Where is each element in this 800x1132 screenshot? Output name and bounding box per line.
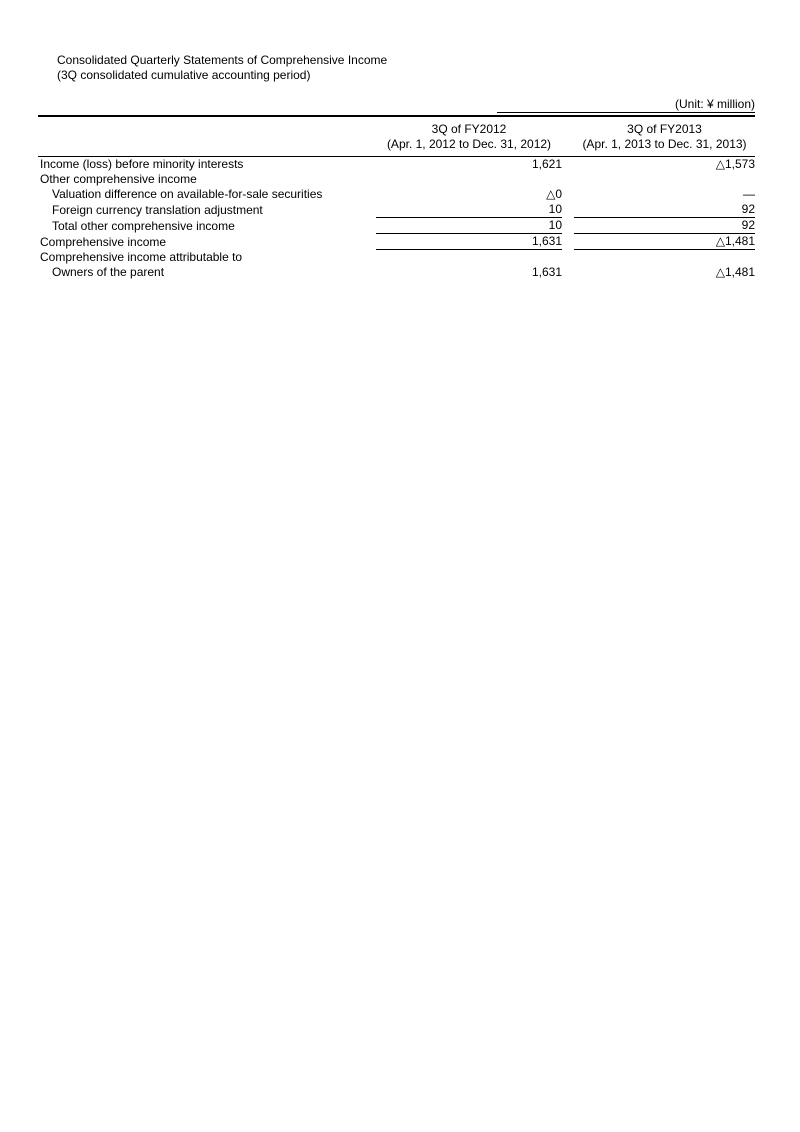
cell-spacer xyxy=(562,218,574,234)
cell-fy2012: 1,621 xyxy=(531,157,562,171)
row-label-column-header xyxy=(38,116,376,157)
row-label: Income (loss) before minority interests xyxy=(40,157,244,171)
document-title: Consolidated Quarterly Statements of Com… xyxy=(57,53,388,67)
cell-fy2012: 10 xyxy=(376,202,562,218)
cell-fy2012: 1,631 xyxy=(376,233,562,250)
cell-fy2013: △1,573 xyxy=(715,157,755,171)
row-label: Owners of the parent xyxy=(52,265,165,279)
row-label: Other comprehensive income xyxy=(40,172,197,186)
column-range-fy2013: (Apr. 1, 2013 to Dec. 31, 2013) xyxy=(582,137,747,151)
cell-fy2012 xyxy=(376,250,562,266)
row-label: Comprehensive income xyxy=(40,234,167,249)
cell-spacer xyxy=(562,250,574,266)
cell-fy2013: △1,481 xyxy=(715,265,755,279)
cell-fy2012 xyxy=(376,172,562,187)
column-spacer-header xyxy=(562,116,574,157)
title-block: Consolidated Quarterly Statements of Com… xyxy=(57,53,387,83)
cell-fy2013: 92 xyxy=(574,202,755,218)
column-range-fy2012: (Apr. 1, 2012 to Dec. 31, 2012) xyxy=(386,137,552,151)
table-body: Income (loss) before minority interests … xyxy=(38,157,755,281)
cell-spacer xyxy=(562,202,574,218)
cell-spacer xyxy=(562,265,574,280)
cell-spacer xyxy=(562,187,574,202)
cell-fy2013 xyxy=(574,172,755,187)
table-row: Valuation difference on available-for-sa… xyxy=(38,187,755,202)
row-label: Comprehensive income attributable to xyxy=(40,250,243,264)
cell-fy2012: 1,631 xyxy=(531,265,562,279)
table-row: Comprehensive income attributable to xyxy=(38,250,755,266)
row-label: Valuation difference on available-for-sa… xyxy=(52,187,323,201)
table-row: Total other comprehensive income 10 92 xyxy=(38,217,755,234)
cell-fy2013: 92 xyxy=(574,217,755,234)
row-label: Foreign currency translation adjustment xyxy=(52,202,263,217)
column-header-fy2013: 3Q of FY2013 (Apr. 1, 2013 to Dec. 31, 2… xyxy=(574,116,755,157)
row-label: Total other comprehensive income xyxy=(52,218,235,233)
cell-fy2012: 10 xyxy=(376,217,562,234)
table-row: Owners of the parent 1,631 △1,481 xyxy=(38,265,755,280)
cell-spacer xyxy=(562,157,574,173)
cell-fy2013: — xyxy=(743,187,755,201)
cell-fy2013 xyxy=(574,250,755,266)
cell-spacer xyxy=(562,234,574,250)
column-period-fy2012: 3Q of FY2012 xyxy=(431,122,507,136)
table-row: Foreign currency translation adjustment … xyxy=(38,202,755,218)
cell-fy2013: △1,481 xyxy=(574,233,755,250)
table-row: Comprehensive income 1,631 △1,481 xyxy=(38,233,755,250)
document-subtitle: (3Q consolidated cumulative accounting p… xyxy=(57,68,311,82)
unit-note: (Unit: ¥ million) xyxy=(497,97,755,113)
column-header-fy2012: 3Q of FY2012 (Apr. 1, 2012 to Dec. 31, 2… xyxy=(376,116,562,157)
table-row: Income (loss) before minority interests … xyxy=(38,157,755,173)
cell-fy2012: △0 xyxy=(546,187,562,201)
column-period-fy2013: 3Q of FY2013 xyxy=(627,122,702,136)
cell-spacer xyxy=(562,172,574,187)
table-row: Other comprehensive income xyxy=(38,172,755,187)
comprehensive-income-table: 3Q of FY2012 (Apr. 1, 2012 to Dec. 31, 2… xyxy=(38,115,755,280)
table-header-row: 3Q of FY2012 (Apr. 1, 2012 to Dec. 31, 2… xyxy=(38,116,755,157)
